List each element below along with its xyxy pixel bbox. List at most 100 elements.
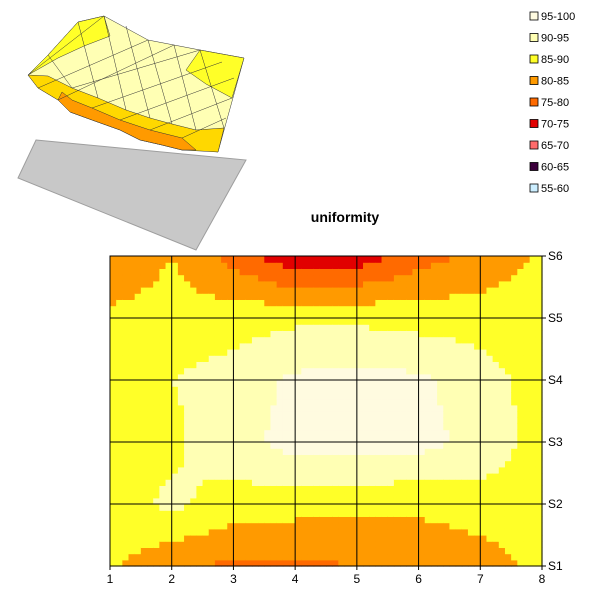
contour-cell: [480, 504, 488, 511]
contour-cell: [498, 504, 506, 511]
contour-cell: [221, 256, 228, 263]
contour-cell: [369, 510, 376, 517]
contour-cell: [455, 380, 463, 387]
contour-cell: [307, 280, 315, 288]
contour-cell: [128, 411, 136, 418]
contour-cell: [165, 473, 173, 480]
contour-cell: [517, 559, 525, 567]
contour-cell: [122, 454, 130, 462]
contour-cell: [350, 429, 358, 437]
contour-cell: [288, 330, 296, 338]
contour-cell: [363, 442, 370, 449]
contour-cell: [190, 466, 197, 474]
contour-cell: [165, 411, 173, 418]
contour-cell: [486, 547, 494, 555]
contour-cell: [418, 454, 426, 462]
contour-cell: [239, 491, 247, 499]
contour-cell: [227, 262, 235, 269]
contour-cell: [455, 324, 463, 331]
contour-cell: [177, 504, 185, 511]
contour-cell: [375, 342, 383, 350]
contour-cell: [511, 454, 518, 462]
contour-cell: [313, 491, 321, 499]
contour-cell: [184, 454, 191, 462]
contour-cell: [276, 404, 284, 412]
contour-cell: [307, 411, 315, 418]
contour-cell: [418, 541, 426, 548]
contour-cell: [134, 330, 142, 338]
contour-cell: [319, 274, 327, 282]
contour-cell: [233, 342, 241, 350]
contour-cell: [196, 460, 204, 468]
contour-cell: [387, 435, 395, 443]
contour-cell: [369, 435, 376, 443]
contour-cell: [264, 355, 272, 362]
contour-cell: [412, 429, 420, 437]
contour-cell: [356, 386, 364, 393]
contour-cell: [295, 516, 302, 524]
mesh-line: [37, 39, 149, 89]
contour-cell: [511, 460, 518, 468]
contour-cell: [480, 287, 488, 294]
contour-cell: [122, 547, 130, 555]
contour-cell: [381, 423, 389, 431]
contour-cell: [264, 386, 272, 393]
contour-cell: [369, 442, 376, 449]
contour-cell: [369, 553, 376, 561]
contour-cell: [184, 522, 191, 530]
contour-cell: [350, 454, 358, 462]
contour-cell: [412, 448, 420, 455]
contour-cell: [406, 380, 413, 387]
contour-cell: [301, 454, 309, 462]
contour-cell: [412, 491, 420, 499]
contour-cell: [375, 417, 383, 424]
contour-cell: [313, 392, 321, 400]
contour-cell: [110, 485, 117, 493]
contour-cell: [276, 367, 284, 375]
contour-cell: [177, 559, 185, 567]
contour-cell: [239, 293, 247, 300]
contour-cell: [350, 349, 358, 356]
contour-cell: [455, 318, 463, 325]
contour-cell: [165, 417, 173, 424]
contour-cell: [430, 485, 438, 493]
contour-cell: [184, 367, 191, 375]
contour-cell: [387, 411, 395, 418]
contour-cell: [492, 305, 500, 313]
contour-cell: [147, 336, 154, 344]
contour-cell: [258, 349, 265, 356]
contour-cell: [430, 342, 438, 350]
contour-cell: [110, 380, 117, 387]
contour-cell: [393, 349, 401, 356]
contour-cell: [184, 361, 191, 369]
contour-cell: [165, 559, 173, 567]
contour-cell: [375, 510, 383, 517]
contour-cell: [202, 280, 210, 288]
contour-cell: [400, 305, 407, 313]
contour-cell: [363, 336, 370, 344]
contour-cell: [461, 423, 469, 431]
contour-cell: [492, 355, 500, 362]
contour-cell: [171, 491, 179, 499]
contour-cell: [233, 528, 241, 536]
contour-cell: [467, 448, 475, 455]
contour-cell: [239, 318, 247, 325]
contour-cell: [153, 268, 160, 276]
contour-cell: [356, 516, 364, 524]
contour-cell: [511, 435, 518, 443]
contour-cell: [282, 280, 290, 288]
contour-cell: [406, 485, 413, 493]
contour-cell: [221, 423, 228, 431]
contour-cell: [424, 262, 432, 269]
contour-cell: [344, 299, 352, 307]
contour-cell: [517, 342, 525, 350]
contour-cell: [245, 491, 253, 499]
contour-cell: [449, 522, 457, 530]
contour-cell: [110, 442, 117, 449]
contour-cell: [258, 559, 265, 567]
contour-cell: [239, 411, 247, 418]
contour-cell: [498, 280, 506, 288]
contour-cell: [258, 330, 265, 338]
contour-cell: [467, 423, 475, 431]
contour-cell: [350, 280, 358, 288]
